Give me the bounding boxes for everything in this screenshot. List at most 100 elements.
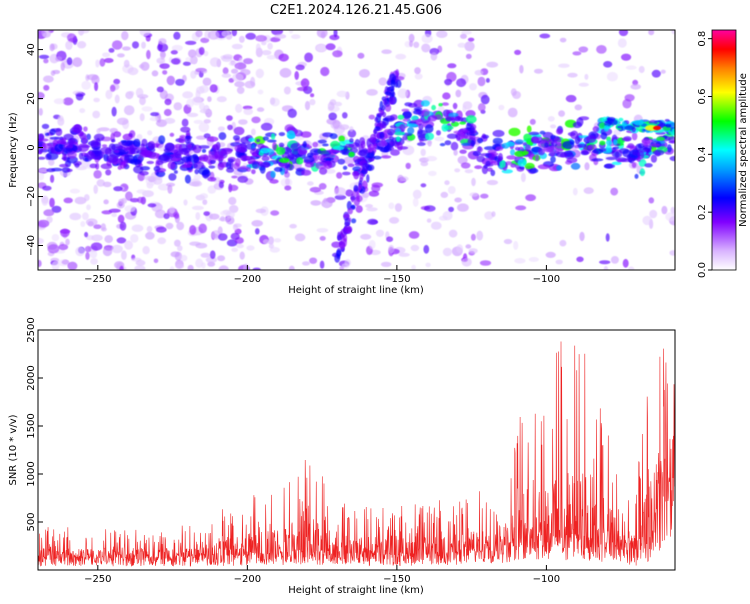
spectrogram-blob	[375, 138, 380, 143]
spectrogram-blob	[357, 52, 365, 59]
spectrogram-blob	[216, 96, 227, 103]
spectrogram-blob	[425, 155, 438, 162]
spectrogram-blob	[468, 248, 478, 254]
spectrogram-blob	[51, 205, 62, 213]
snr-series-line	[38, 341, 675, 567]
spectrogram-blob	[217, 255, 226, 262]
spectrogram-x-tick-label: −200	[234, 274, 261, 285]
spectrogram-blob	[465, 115, 477, 124]
spectrogram-blob	[603, 125, 610, 132]
spectrogram-blob	[86, 151, 96, 160]
spectrogram-blob	[184, 174, 191, 184]
spectrogram-blob	[486, 179, 499, 186]
spectrogram-blob	[541, 138, 553, 143]
spectrogram-blob	[217, 126, 225, 132]
spectrogram-blob	[454, 168, 461, 173]
spectrogram-blob	[444, 140, 452, 146]
spectrogram-blob	[108, 208, 121, 213]
spectrogram-blob	[86, 74, 99, 81]
spectrogram-blob	[279, 67, 292, 78]
spectrogram-blob	[304, 100, 311, 111]
spectrogram-blob	[262, 239, 270, 245]
spectrogram-blob	[336, 172, 343, 179]
spectrogram-blob	[515, 205, 527, 211]
spectrogram-blob	[405, 162, 411, 170]
spectrogram-blob	[430, 221, 442, 230]
spectrogram-blob	[592, 126, 600, 133]
spectrogram-blob	[599, 260, 611, 265]
spectrogram-blob	[191, 180, 203, 187]
spectrogram-blob	[131, 224, 144, 232]
spectrogram-blob	[135, 87, 144, 98]
spectrogram-blob	[38, 92, 45, 100]
spectrogram-blob	[151, 70, 159, 77]
spectrogram-blob	[446, 133, 458, 139]
spectrogram-blob	[480, 153, 490, 157]
spectrogram-blob	[409, 40, 414, 48]
spectrogram-blob	[232, 224, 238, 231]
spectrogram-blob	[199, 85, 210, 94]
spectrogram-blob	[67, 33, 77, 42]
spectrogram-blob	[402, 111, 413, 119]
snr-x-tick-label: −200	[234, 574, 261, 585]
spectrogram-blob	[65, 40, 73, 50]
spectrogram-blob	[373, 129, 377, 135]
spectrogram-blob	[75, 246, 85, 257]
spectrogram-blob	[46, 152, 59, 160]
spectrogram-blob	[261, 41, 267, 46]
spectrogram-blob	[650, 154, 658, 163]
spectrogram-blob	[384, 103, 392, 112]
colorbar-tick-label: 0.8	[697, 31, 708, 47]
spectrogram-blob	[267, 42, 273, 50]
spectrogram-blob	[349, 138, 354, 143]
spectrogram-blob	[461, 30, 472, 35]
spectrogram-blob	[559, 152, 568, 158]
spectrogram-blob	[120, 161, 126, 169]
spectrogram-blob	[66, 168, 73, 172]
spectrogram-blob	[280, 177, 293, 188]
spectrogram-blob	[381, 121, 387, 129]
spectrogram-blob	[441, 102, 449, 106]
spectrogram-blob	[173, 102, 183, 111]
spectrogram-blob	[278, 132, 286, 137]
spectrogram-blob	[373, 143, 378, 149]
spectrogram-blob	[294, 233, 306, 242]
spectrogram-blob	[444, 180, 450, 186]
spectrogram-blob	[137, 196, 144, 204]
spectrogram-blob	[566, 157, 578, 164]
spectrogram-blob	[156, 160, 164, 166]
spectrogram-blob	[302, 261, 310, 266]
spectrogram-blob	[638, 159, 647, 167]
spectrogram-blob	[90, 258, 98, 265]
spectrogram-blob	[267, 236, 275, 245]
spectrogram-blob	[421, 43, 431, 53]
spectrogram-blob	[378, 77, 388, 86]
spectrogram-blob	[270, 210, 280, 216]
spectrogram-blob	[603, 61, 613, 68]
spectrogram-blob	[587, 144, 597, 150]
spectrogram-blob	[38, 237, 44, 245]
spectrogram-blob	[423, 244, 430, 254]
spectrogram-blob	[164, 142, 175, 151]
spectrogram-blob	[69, 212, 82, 221]
spectrogram-blob	[63, 197, 73, 204]
spectrogram-blob	[648, 30, 655, 36]
spectrogram-blob	[367, 218, 378, 225]
spectrogram-blob	[295, 64, 305, 71]
spectrogram-blob	[260, 122, 273, 131]
spectrogram-blob	[477, 137, 484, 144]
spectrogram-blob	[515, 139, 524, 144]
spectrogram-blob	[191, 205, 204, 211]
spectrogram-blob	[506, 155, 517, 160]
spectrogram-blob	[601, 116, 608, 122]
spectrogram-blob	[487, 149, 497, 154]
spectrogram-blob	[135, 259, 146, 266]
spectrogram-blob	[591, 158, 604, 162]
spectrogram-blob	[456, 132, 461, 142]
spectrogram-blob	[319, 150, 332, 156]
spectrogram-blob	[556, 128, 563, 135]
spectrogram-blob	[572, 187, 578, 196]
spectrogram-blob	[207, 30, 220, 40]
spectrogram-blob	[344, 221, 350, 227]
spectrogram-blob	[113, 149, 120, 154]
